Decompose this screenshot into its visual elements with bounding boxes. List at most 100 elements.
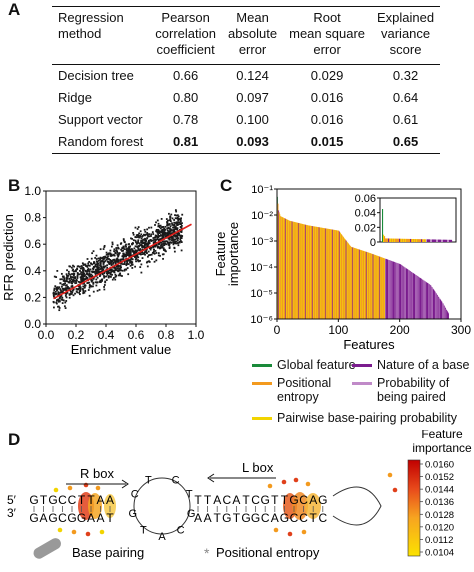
scatter-point: [69, 273, 71, 276]
importance-bar: [433, 289, 435, 319]
scatter-point: [135, 260, 137, 263]
importance-bar: [395, 262, 397, 319]
importance-bar: [429, 284, 430, 319]
scatter-point: [101, 260, 104, 262]
scatter-point: [149, 248, 152, 251]
scatter-point: [63, 305, 66, 308]
scatter-point: [127, 248, 130, 251]
five-prime-label: 5′: [7, 493, 17, 507]
importance-bar: [427, 283, 429, 319]
scatter-point: [67, 274, 70, 277]
scatter-point: [169, 233, 172, 235]
scatter-point: [148, 261, 151, 263]
x-tick-label: 0.6: [128, 328, 145, 342]
importance-bar: [341, 234, 343, 319]
scatter-point: [158, 231, 161, 233]
scatter-point: [125, 268, 128, 271]
scatter-point: [141, 257, 144, 259]
scatter-point: [141, 241, 144, 244]
nucleotide: C: [299, 511, 308, 525]
scatter-point: [124, 253, 127, 256]
scatter-point: [177, 231, 180, 234]
importance-bar: [369, 252, 370, 319]
entropy-dot: [57, 527, 63, 533]
colorbar-tick-label: 0.0120: [425, 522, 454, 533]
nucleotide: A: [271, 511, 279, 525]
table-header-3: Root mean square error: [289, 10, 366, 57]
importance-bar: [300, 223, 302, 319]
scatter-point: [107, 270, 110, 272]
base-pairing-swatch: [33, 538, 61, 559]
scatter-point: [157, 225, 160, 228]
scatter-point: [110, 263, 113, 266]
scatter-point: [139, 266, 142, 269]
scatter-point: [141, 253, 144, 256]
importance-bar: [383, 258, 385, 319]
scatter-point: [56, 270, 59, 272]
scatter-point: [52, 291, 55, 294]
scatter-point: [83, 291, 86, 294]
importance-bar: [330, 229, 332, 319]
x-tick-label: 0.8: [158, 328, 175, 342]
importance-bar: [346, 241, 348, 319]
scatter-point: [115, 265, 118, 268]
scatter-point: [71, 279, 74, 282]
entropy-dot: [53, 487, 59, 493]
r-box-label: R box: [80, 466, 114, 481]
scatter-point: [174, 225, 177, 228]
scatter-point: [112, 270, 115, 273]
inset-bar: [442, 239, 444, 242]
scatter-point: [72, 289, 74, 292]
importance-bar: [445, 307, 446, 319]
nucleotide: G: [318, 493, 327, 507]
importance-bar: [315, 226, 316, 319]
scatter-point: [109, 253, 112, 256]
importance-bar: [397, 263, 399, 319]
scatter-point: [130, 237, 132, 240]
scatter-point: [99, 261, 102, 264]
scatter-point: [161, 253, 164, 256]
importance-bar: [351, 247, 353, 319]
importance-bar: [372, 253, 373, 319]
importance-bar: [387, 259, 389, 319]
scatter-point: [96, 276, 99, 279]
scatter-point: [145, 233, 147, 236]
scatter-point: [174, 209, 177, 212]
scatter-point: [120, 269, 122, 272]
importance-bar: [279, 214, 281, 319]
x-axis-label: Features: [343, 337, 395, 352]
scatter-point: [60, 272, 63, 275]
inset-bar: [437, 239, 439, 242]
scatter-point: [111, 243, 114, 246]
scatter-point: [60, 294, 63, 297]
scatter-point: [177, 215, 180, 218]
scatter-point: [89, 268, 92, 271]
scatter-point: [82, 292, 85, 295]
scatter-point: [153, 236, 156, 239]
scatter-point: [173, 221, 176, 224]
colorbar-tick-label: 0.0112: [425, 535, 453, 546]
importance-bar: [413, 273, 415, 319]
scatter-point: [154, 245, 157, 248]
scatter-point: [91, 279, 93, 282]
legend-swatch-pairwise: [252, 417, 272, 420]
scatter-point: [65, 278, 68, 280]
importance-bar: [305, 224, 307, 319]
scatter-point: [98, 288, 101, 291]
scatter-point: [135, 242, 138, 245]
scatter-point: [174, 238, 177, 241]
scatter-point: [82, 269, 84, 271]
inset-bar: [433, 239, 435, 242]
scatter-point: [169, 215, 172, 218]
importance-bar: [323, 228, 324, 319]
scatter-point: [181, 213, 184, 216]
scatter-point: [61, 302, 64, 304]
scatter-point: [86, 273, 88, 275]
entropy-dot: [95, 485, 101, 491]
scatter-point: [178, 221, 181, 224]
table-cell-method: Support vector: [58, 112, 143, 127]
scatter-point: [144, 246, 147, 249]
importance-bar: [326, 228, 327, 319]
scatter-point: [162, 241, 165, 243]
importance-bar: [380, 256, 381, 319]
